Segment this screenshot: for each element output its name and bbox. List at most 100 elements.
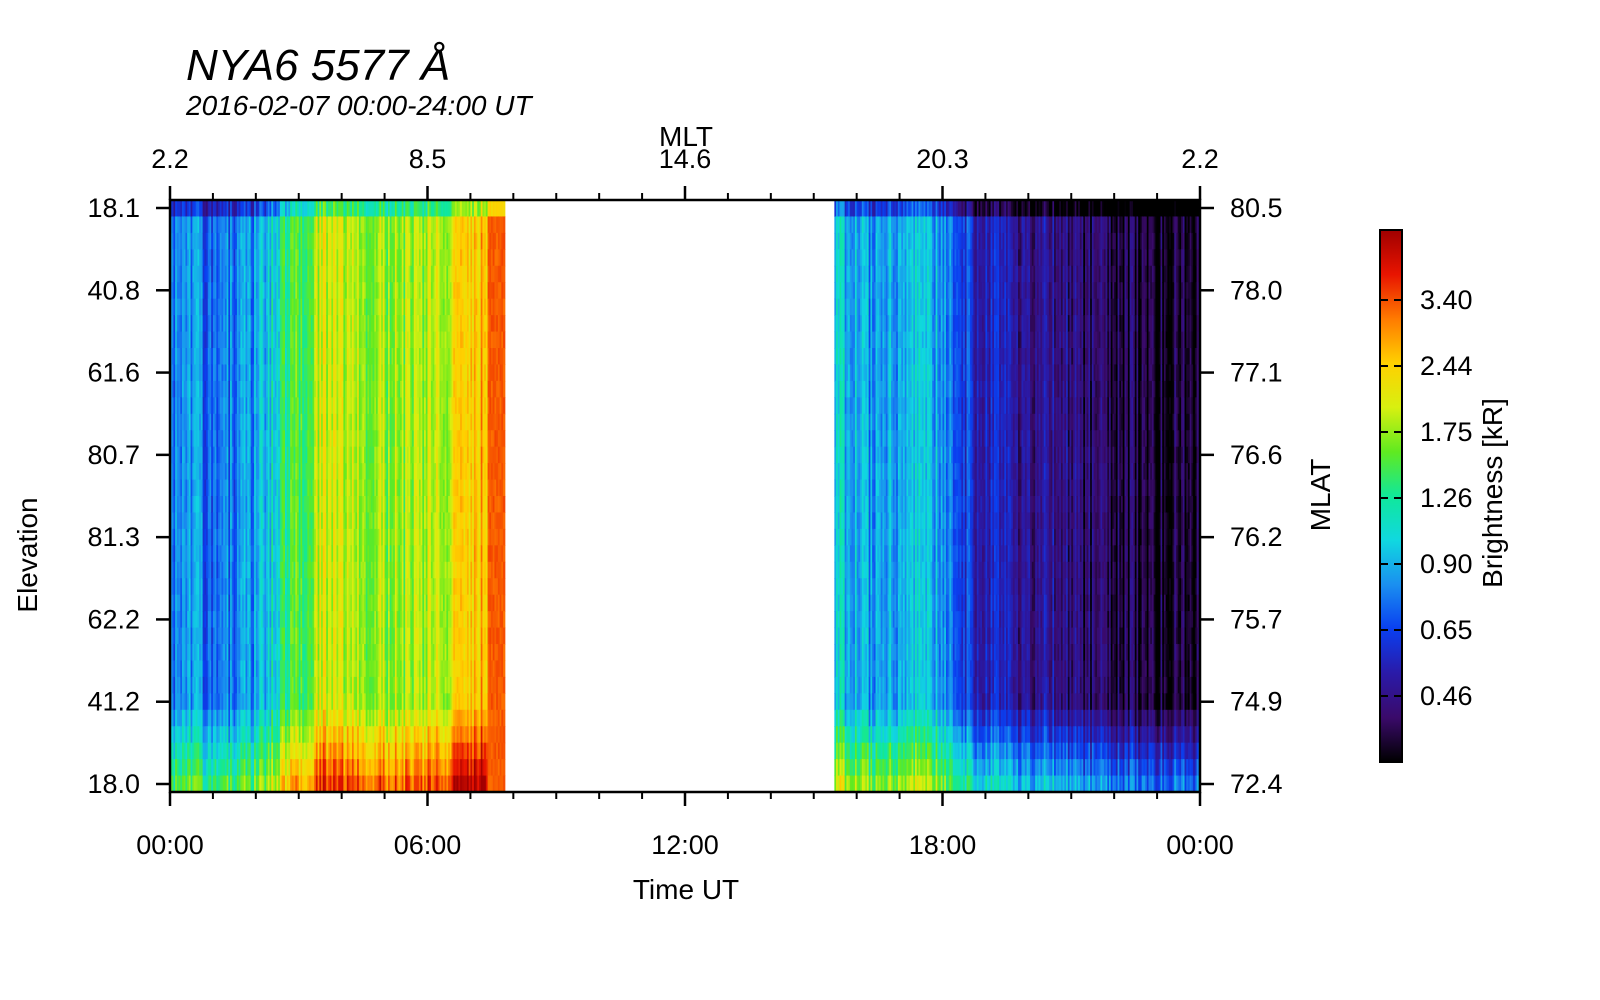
keogram-cell xyxy=(406,463,410,481)
keogram-cell xyxy=(206,528,209,546)
keogram-cell xyxy=(199,282,202,300)
keogram-cell xyxy=(206,315,209,333)
keogram-cell xyxy=(353,216,356,234)
keogram-cell xyxy=(269,479,272,497)
keogram-cell xyxy=(274,298,278,316)
keogram-cell xyxy=(295,200,298,218)
keogram-cell xyxy=(228,463,231,481)
keogram-cell xyxy=(188,627,192,645)
keogram-cell xyxy=(391,496,394,514)
keogram-cell xyxy=(353,446,356,464)
keogram-cell xyxy=(310,331,314,349)
keogram-cell xyxy=(221,660,224,678)
keogram-cell xyxy=(309,660,312,678)
keogram-cell xyxy=(388,200,391,218)
keogram-cell xyxy=(178,265,181,283)
keogram-cell xyxy=(185,611,188,629)
keogram-cell xyxy=(243,528,247,546)
keogram-cell xyxy=(207,397,211,415)
keogram-cell xyxy=(285,265,288,283)
keogram-cell xyxy=(226,644,229,662)
keogram-cell xyxy=(303,693,307,711)
keogram-cell xyxy=(396,676,399,694)
keogram-cell xyxy=(300,430,303,448)
keogram-cell xyxy=(192,676,195,694)
keogram-cell xyxy=(226,413,229,431)
keogram-cell xyxy=(374,726,377,744)
keogram-cell xyxy=(171,496,175,514)
keogram-cell xyxy=(334,512,338,530)
keogram-cell xyxy=(329,331,332,349)
keogram-cell xyxy=(195,413,199,431)
keogram-cell xyxy=(219,693,223,711)
keogram-cell xyxy=(235,249,238,267)
keogram-cell xyxy=(317,479,320,497)
keogram-cell xyxy=(312,232,315,250)
keogram-cell xyxy=(377,413,381,431)
keogram-cell xyxy=(240,216,243,234)
keogram-cell xyxy=(187,331,190,349)
keogram-cell xyxy=(240,775,243,793)
keogram-cell xyxy=(204,282,207,300)
keogram-cell xyxy=(269,216,272,234)
keogram-cell xyxy=(278,561,281,579)
keogram-cell xyxy=(260,512,264,530)
keogram-cell xyxy=(333,578,336,596)
keogram-cell xyxy=(247,331,250,349)
keogram-cell xyxy=(240,430,243,448)
keogram-cell xyxy=(295,561,298,579)
keogram-cell xyxy=(312,413,315,431)
keogram-cell xyxy=(219,446,223,464)
keogram-cell xyxy=(183,644,187,662)
keogram-cell xyxy=(382,364,386,382)
keogram-cell xyxy=(271,397,274,415)
keogram-cell xyxy=(252,726,255,744)
keogram-cell xyxy=(386,726,389,744)
keogram-cell xyxy=(298,726,302,744)
keogram-cell xyxy=(329,775,332,793)
keogram-cell xyxy=(197,693,200,711)
keogram-cell xyxy=(384,496,387,514)
keogram-cell xyxy=(230,676,233,694)
keogram-cell xyxy=(389,446,393,464)
keogram-cell xyxy=(350,298,353,316)
keogram-cell xyxy=(218,380,221,398)
keogram-cell xyxy=(336,232,339,250)
keogram-cell xyxy=(353,430,356,448)
keogram-cell xyxy=(403,726,406,744)
keogram-cell xyxy=(302,594,305,612)
keogram-cell xyxy=(182,693,185,711)
keogram-cell xyxy=(250,611,253,629)
keogram-cell xyxy=(202,759,205,777)
keogram-cell xyxy=(285,594,288,612)
keogram-cell xyxy=(231,380,235,398)
keogram-cell xyxy=(348,282,351,300)
keogram-cell xyxy=(273,496,276,514)
keogram-cell xyxy=(195,594,199,612)
keogram-cell xyxy=(329,463,332,481)
keogram-cell xyxy=(188,775,192,793)
keogram-cell xyxy=(303,331,307,349)
keogram-cell xyxy=(345,660,348,678)
keogram-cell xyxy=(341,693,344,711)
keogram-cell xyxy=(194,578,197,596)
keogram-cell xyxy=(315,430,319,448)
keogram-cell xyxy=(199,496,202,514)
keogram-cell xyxy=(228,644,231,662)
keogram-cell xyxy=(384,413,387,431)
keogram-cell xyxy=(358,463,362,481)
keogram-cell xyxy=(194,561,197,579)
keogram-cell xyxy=(279,528,283,546)
keogram-cell xyxy=(266,200,269,218)
keogram-cell xyxy=(350,512,353,530)
keogram-cell xyxy=(248,676,252,694)
keogram-cell xyxy=(345,693,348,711)
keogram-cell xyxy=(384,216,387,234)
keogram-cell xyxy=(233,315,236,333)
keogram-cell xyxy=(278,676,281,694)
keogram-cell xyxy=(245,463,248,481)
keogram-cell xyxy=(315,512,319,530)
keogram-cell xyxy=(367,463,370,481)
keogram-cell xyxy=(197,676,200,694)
keogram-cell xyxy=(297,348,300,366)
